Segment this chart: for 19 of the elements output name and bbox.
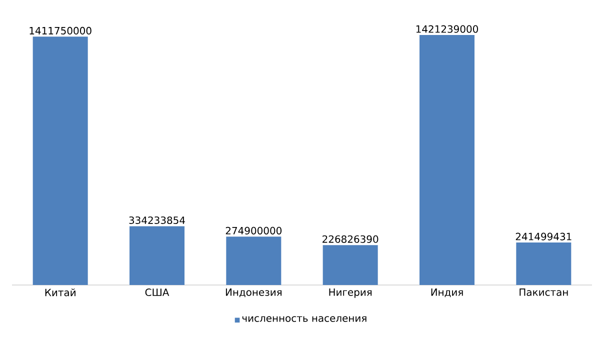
x-tick-label: Китай [45, 288, 76, 296]
data-label: 241499431 [516, 232, 572, 240]
x-tick-label: США [145, 288, 170, 296]
x-tick-label: Пакистан [520, 288, 568, 296]
data-label: 226826390 [322, 235, 378, 243]
x-tick-label: Нигерия [329, 288, 372, 298]
data-label: 274900000 [226, 226, 282, 234]
bar [322, 245, 378, 285]
bar [130, 226, 185, 285]
bar [516, 242, 572, 285]
bar [420, 34, 475, 285]
x-tick-label: Индия [431, 288, 463, 298]
legend-label: численность населения [242, 316, 366, 322]
bar [32, 36, 88, 285]
data-label: 1421239000 [416, 25, 478, 33]
data-label: 1411750000 [30, 26, 92, 34]
x-tick-label: Индонезия [226, 288, 282, 298]
bar [226, 236, 282, 285]
data-label: 334233854 [129, 216, 185, 224]
